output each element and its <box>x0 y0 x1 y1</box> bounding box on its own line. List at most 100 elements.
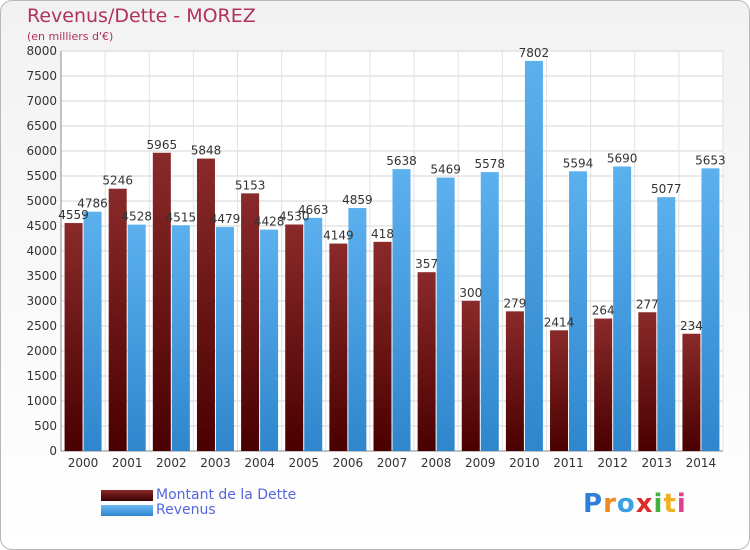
y-tick-label: 5500 <box>26 169 57 183</box>
data-label-dette: 300 <box>459 286 482 300</box>
x-tick-label: 2004 <box>244 456 275 470</box>
bar-revenus <box>260 229 279 451</box>
legend-swatch-revenus <box>101 505 153 516</box>
x-tick-label: 2006 <box>333 456 364 470</box>
data-label-dette: 5965 <box>147 138 178 152</box>
bar-revenus <box>436 177 455 452</box>
bar-dette <box>241 193 260 451</box>
bar-dette <box>417 272 436 451</box>
bar-revenus <box>304 217 323 451</box>
y-tick-label: 7500 <box>26 69 57 83</box>
x-tick-label: 2001 <box>112 456 143 470</box>
legend-label-dette: Montant de la Dette <box>156 487 297 503</box>
y-tick-label: 6000 <box>26 144 57 158</box>
bar-revenus <box>613 166 632 451</box>
bar-dette <box>285 224 304 451</box>
bar-dette <box>108 188 127 451</box>
data-label-revenus: 7802 <box>519 46 550 60</box>
y-tick-label: 6500 <box>26 119 57 133</box>
data-label-dette: 5153 <box>235 178 266 192</box>
y-tick-label: 3000 <box>26 294 57 308</box>
y-tick-label: 4000 <box>26 244 57 258</box>
bar-dette <box>594 318 613 451</box>
data-label-dette: 4530 <box>279 210 310 224</box>
y-tick-label: 3500 <box>26 269 57 283</box>
data-label-revenus: 5594 <box>563 156 594 170</box>
bar-dette <box>461 300 480 451</box>
data-label-revenus: 4663 <box>298 203 329 217</box>
data-label-revenus: 5077 <box>651 182 682 196</box>
legend-label-revenus: Revenus <box>156 502 216 518</box>
bar-dette <box>64 223 83 451</box>
data-label-revenus: 5653 <box>695 153 726 167</box>
data-label-revenus: 5469 <box>430 163 461 177</box>
y-tick-label: 500 <box>34 419 57 433</box>
data-label-dette: 2414 <box>544 315 575 329</box>
data-label-revenus: 4479 <box>210 212 241 226</box>
bar-dette <box>196 158 215 451</box>
bar-revenus <box>480 172 499 451</box>
logo-letter: P <box>583 489 604 519</box>
data-label-revenus: 5690 <box>607 152 638 166</box>
data-label-revenus: 4859 <box>342 193 373 207</box>
x-tick-label: 2005 <box>288 456 319 470</box>
data-label-dette: 5848 <box>191 144 222 158</box>
bar-dette <box>550 330 569 451</box>
x-tick-label: 2007 <box>377 456 408 470</box>
x-tick-label: 2013 <box>642 456 673 470</box>
bar-revenus <box>569 171 588 452</box>
data-label-dette: 4149 <box>323 229 354 243</box>
bar-dette <box>152 152 171 451</box>
y-tick-label: 8000 <box>26 44 57 58</box>
chart-title: Revenus/Dette - MOREZ <box>27 5 256 27</box>
proxiti-logo: Proxiti <box>583 489 687 519</box>
gridlines <box>60 50 724 452</box>
data-label-dette: 277 <box>636 297 659 311</box>
y-tick-label: 7000 <box>26 94 57 108</box>
x-tick-label: 2002 <box>156 456 187 470</box>
data-label-dette: 357 <box>415 257 438 271</box>
logo-letter: t <box>663 489 677 519</box>
bar-revenus <box>392 169 411 451</box>
logo-letter: i <box>676 489 687 519</box>
x-tick-label: 2000 <box>68 456 99 470</box>
bar-dette <box>682 333 701 451</box>
logo-letter: x <box>635 489 654 519</box>
bar-revenus <box>701 168 720 451</box>
y-tick-label: 2000 <box>26 344 57 358</box>
logo-letter: i <box>653 489 664 519</box>
x-tick-label: 2009 <box>465 456 496 470</box>
data-label-dette: 5246 <box>102 174 133 188</box>
bar-revenus <box>127 224 146 451</box>
data-label-revenus: 4515 <box>166 210 197 224</box>
bar-revenus <box>657 197 676 451</box>
bar-revenus <box>171 225 190 451</box>
x-tick-label: 2003 <box>200 456 231 470</box>
bar-revenus <box>83 211 102 451</box>
x-tick-label: 2010 <box>509 456 540 470</box>
bar-dette <box>638 312 657 451</box>
bar-dette <box>329 243 348 451</box>
logo-letter: o <box>616 489 636 519</box>
data-label-dette: 234 <box>680 319 703 333</box>
y-tick-label: 4500 <box>26 219 57 233</box>
data-label-dette: 264 <box>592 304 615 318</box>
y-tick-label: 1500 <box>26 369 57 383</box>
bar-revenus <box>524 60 543 452</box>
y-tick-label: 5000 <box>26 194 57 208</box>
x-tick-label: 2011 <box>553 456 584 470</box>
data-label-dette: 418 <box>371 227 394 241</box>
data-label-dette: 4559 <box>58 208 89 222</box>
data-label-revenus: 5638 <box>386 154 417 168</box>
bar-revenus <box>215 227 234 451</box>
x-tick-label: 2008 <box>421 456 452 470</box>
logo-letter: r <box>603 489 617 519</box>
bar-revenus <box>348 208 367 451</box>
chart-subtitle: (en milliers d'€) <box>27 30 114 43</box>
bars <box>64 60 720 452</box>
legend-swatch-dette <box>101 490 153 501</box>
data-label-revenus: 4528 <box>121 210 152 224</box>
y-tick-label: 1000 <box>26 394 57 408</box>
